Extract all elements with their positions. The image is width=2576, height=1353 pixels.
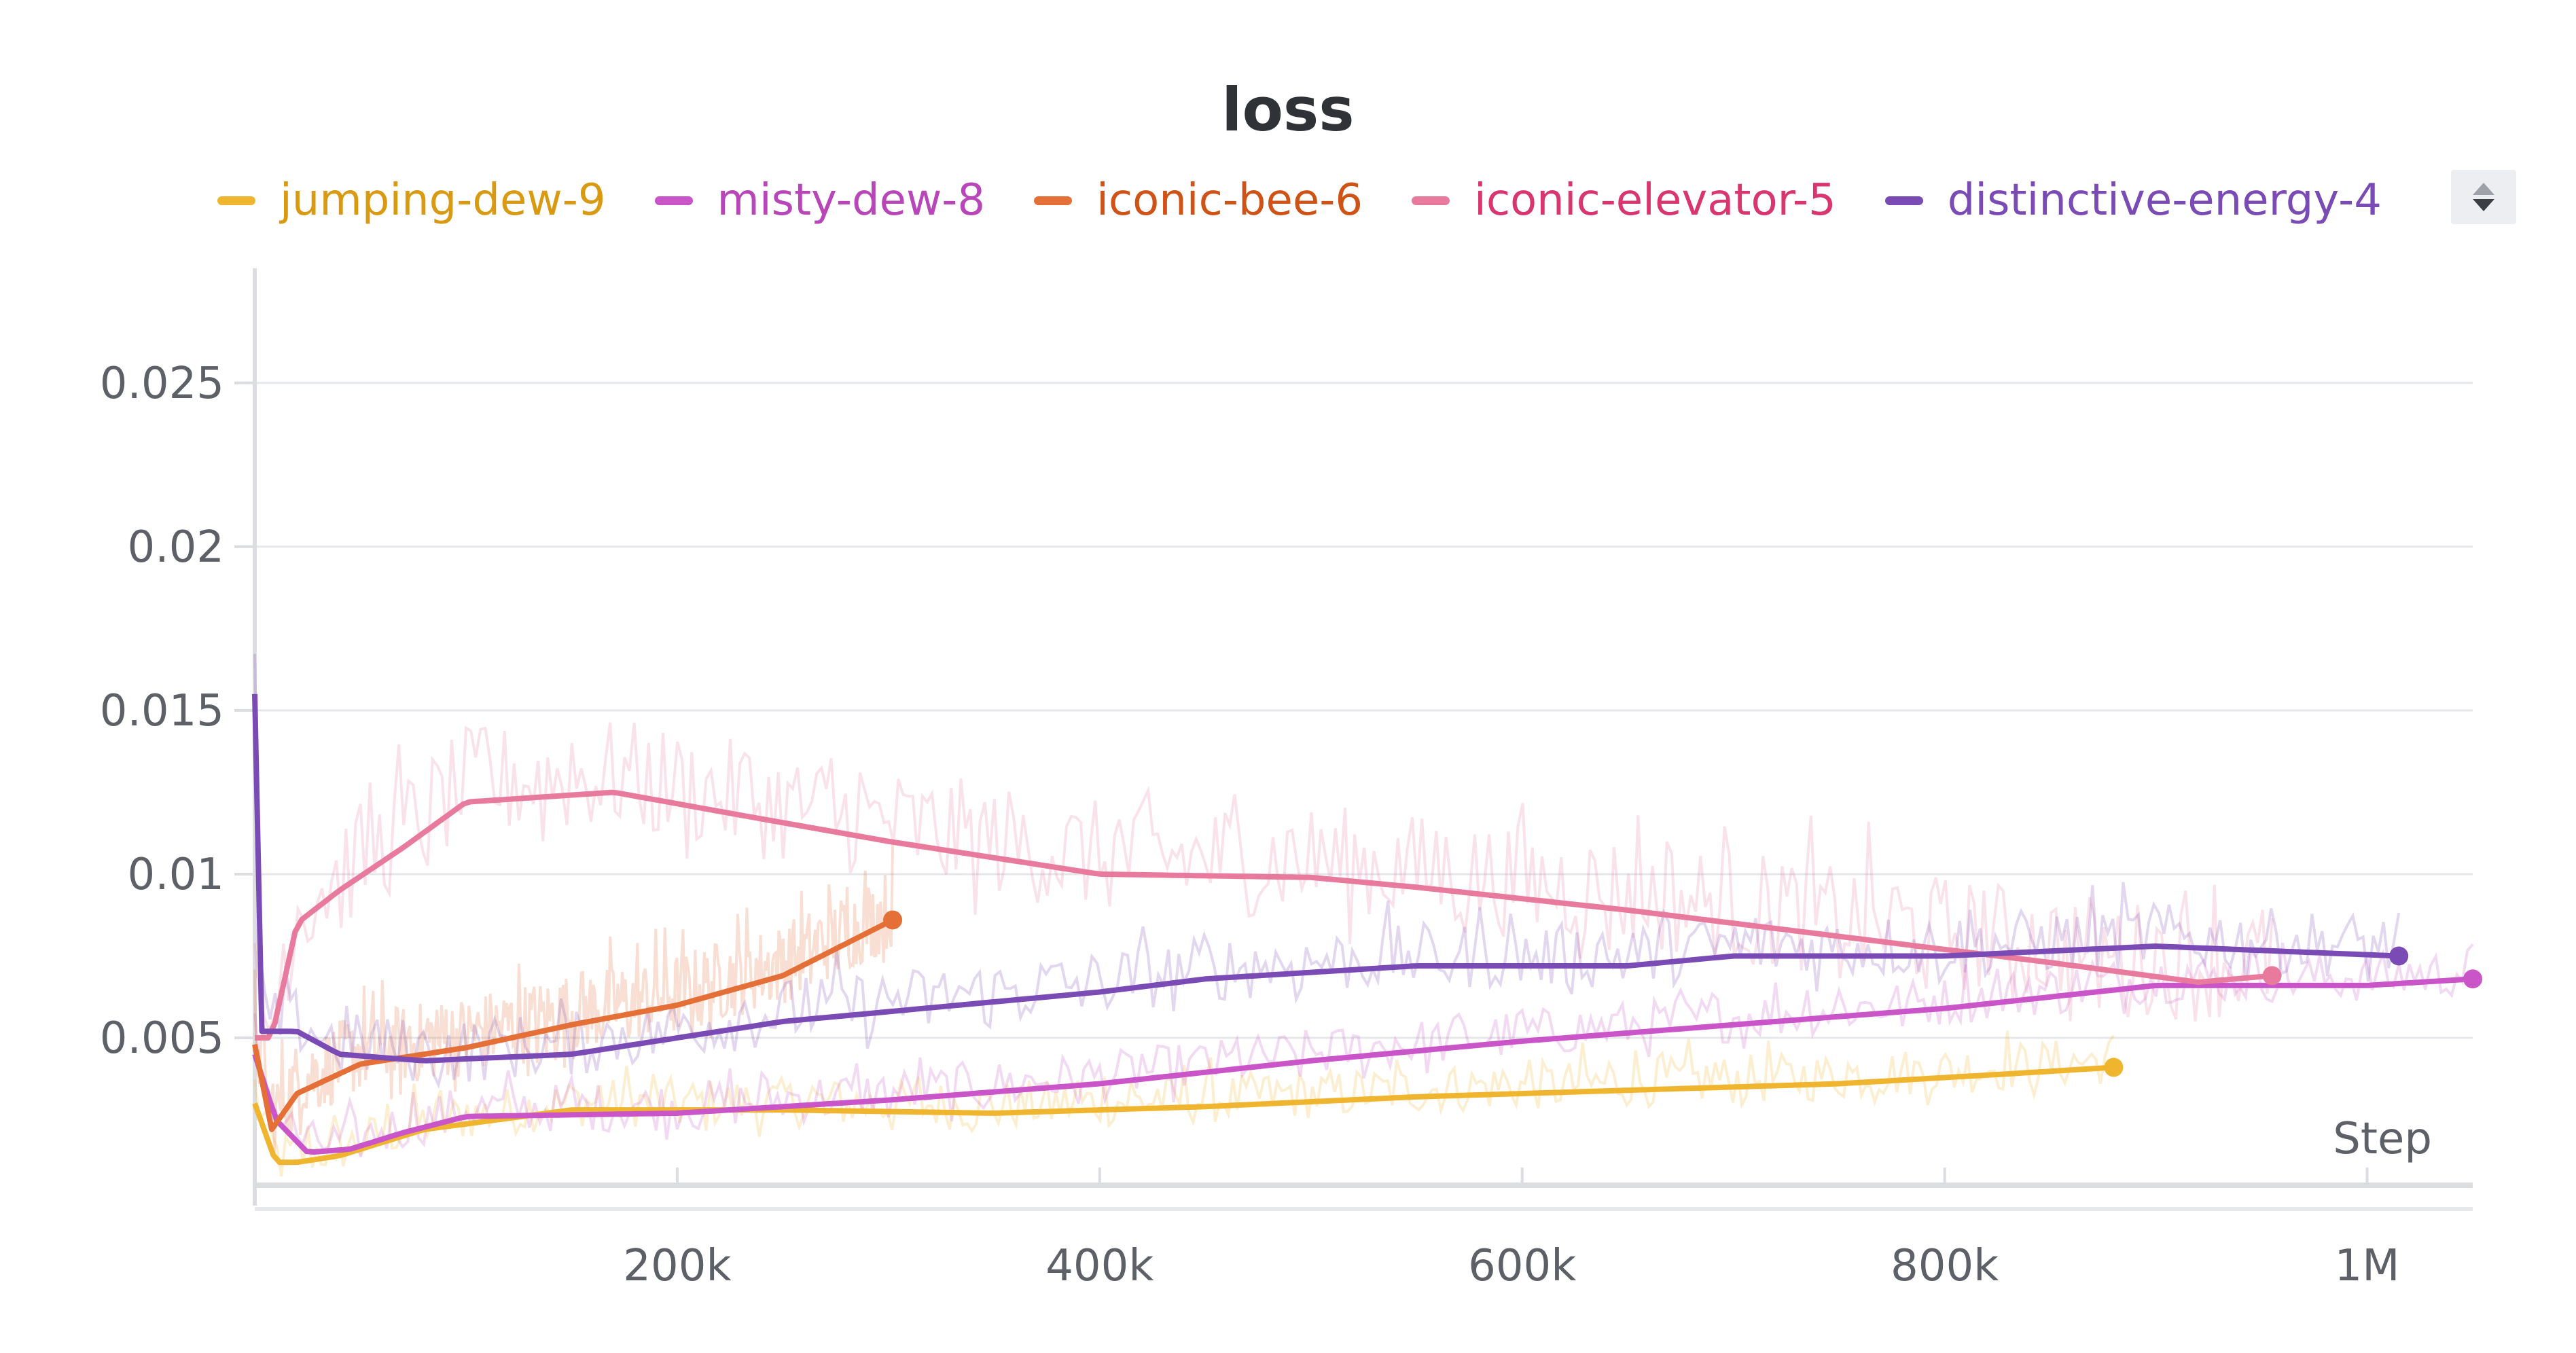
y-tick-label: 0.015 <box>100 686 224 736</box>
legend-item-jumping-dew-9[interactable]: jumping-dew-9 <box>217 175 606 226</box>
raw-trace-jumping-dew-9 <box>253 1030 2115 1177</box>
scroll-up-icon[interactable] <box>2473 183 2494 195</box>
raw-trace-distinctive-energy-4 <box>253 653 2401 1089</box>
end-point-jumping-dew-9 <box>2104 1058 2124 1077</box>
raw-series-layer <box>253 653 2474 1177</box>
chart-title: loss <box>1221 75 1355 145</box>
raw-trace-iconic-elevator-5 <box>253 722 2274 1035</box>
smoothed-series-layer <box>252 693 2473 1166</box>
series-line-distinctive-energy-4 <box>252 693 2399 1064</box>
legend-swatch-iconic-elevator-5 <box>1412 196 1450 205</box>
legend-item-iconic-bee-6[interactable]: iconic-bee-6 <box>1034 175 1363 226</box>
legend: jumping-dew-9 misty-dew-8 iconic-bee-6 i… <box>217 166 2431 234</box>
legend-swatch-jumping-dew-9 <box>217 196 255 205</box>
axis-layer: 0.005 0.01 0.015 0.02 0.025 200k 400k 600k 800k 1… <box>100 268 2473 1291</box>
legend-item-distinctive-energy-4[interactable]: distinctive-energy-4 <box>1884 175 2382 226</box>
x-tick-label: 400k <box>1045 1241 1153 1291</box>
x-tick-label: 800k <box>1891 1241 1999 1291</box>
legend-label-iconic-elevator-5: iconic-elevator-5 <box>1474 175 1836 226</box>
legend-label-distinctive-energy-4: distinctive-energy-4 <box>1947 175 2382 226</box>
legend-swatch-misty-dew-8 <box>654 196 693 205</box>
series-line-jumping-dew-9 <box>252 1064 2114 1166</box>
end-point-iconic-bee-6 <box>883 910 903 930</box>
y-tick-label: 0.025 <box>100 359 224 409</box>
grid-layer <box>255 382 2473 1039</box>
legend-swatch-distinctive-energy-4 <box>1884 196 1923 205</box>
legend-label-iconic-bee-6: iconic-bee-6 <box>1096 175 1363 226</box>
series-line-misty-dew-8 <box>252 976 2473 1155</box>
scroll-down-icon[interactable] <box>2473 199 2494 211</box>
raw-trace-misty-dew-8 <box>253 942 2474 1157</box>
end-point-iconic-elevator-5 <box>2262 966 2282 986</box>
series-line-iconic-bee-6 <box>252 917 894 1132</box>
y-tick-label: 0.01 <box>128 850 225 900</box>
raw-trace-iconic-bee-6 <box>253 843 895 1153</box>
legend-label-misty-dew-8: misty-dew-8 <box>717 175 986 226</box>
y-tick-label: 0.02 <box>128 522 225 573</box>
series-line-iconic-elevator-5 <box>255 789 2272 1041</box>
legend-label-jumping-dew-9: jumping-dew-9 <box>280 175 606 226</box>
x-tick-label: 600k <box>1468 1241 1576 1291</box>
end-point-distinctive-energy-4 <box>2389 946 2409 966</box>
x-axis-label: Step <box>2333 1114 2432 1164</box>
legend-scroll-control[interactable] <box>2451 170 2516 224</box>
y-tick-label: 0.005 <box>100 1013 224 1064</box>
end-point-misty-dew-8 <box>2463 969 2482 989</box>
legend-item-misty-dew-8[interactable]: misty-dew-8 <box>654 175 986 226</box>
x-tick-label: 200k <box>623 1241 731 1291</box>
legend-item-iconic-elevator-5[interactable]: iconic-elevator-5 <box>1412 175 1836 226</box>
end-marker-layer <box>883 910 2482 1077</box>
x-tick-label: 1M <box>2335 1241 2400 1291</box>
legend-swatch-iconic-bee-6 <box>1034 196 1073 205</box>
